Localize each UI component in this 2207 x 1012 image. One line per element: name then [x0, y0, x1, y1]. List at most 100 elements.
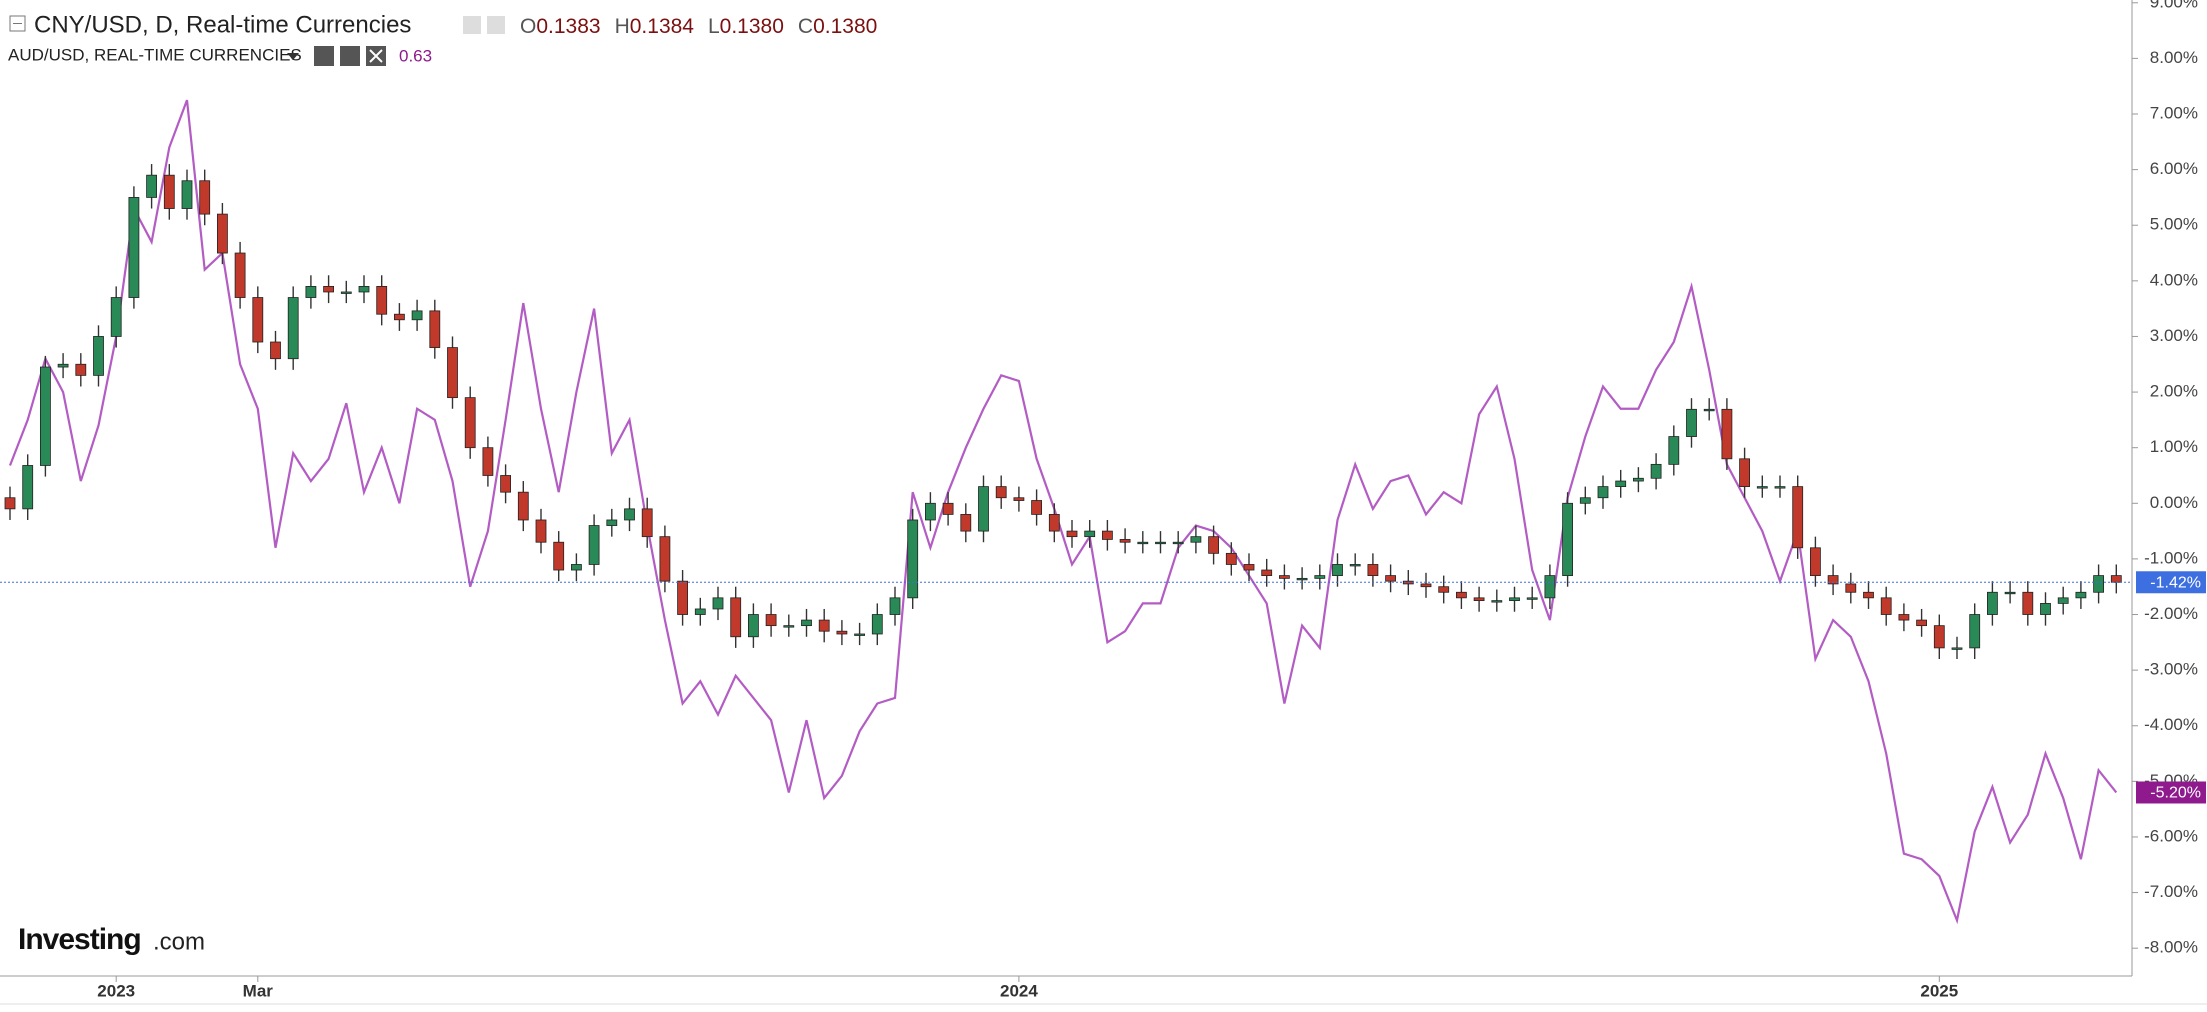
overlay-line	[8, 99, 2118, 925]
candle-body	[1155, 541, 1166, 545]
candle-body	[1774, 486, 1786, 489]
candle-body	[960, 514, 972, 532]
candle-body	[535, 519, 547, 543]
overlay-settings-icon[interactable]	[340, 46, 360, 66]
plot-area	[0, 99, 2132, 925]
candle-body	[2022, 591, 2034, 615]
candle-body	[234, 252, 246, 298]
candle-body	[765, 614, 777, 627]
candle-body	[907, 519, 919, 599]
overlay-value: 0.63	[399, 46, 432, 65]
logo-brand: Investing	[18, 923, 141, 956]
y-tick-label: 4.00%	[2150, 270, 2198, 289]
y-tick-label: -4.00%	[2144, 715, 2198, 734]
candle-body	[181, 180, 193, 209]
candle-body	[1810, 547, 1821, 576]
candle-body	[1279, 575, 1290, 579]
candle-body	[1243, 564, 1255, 571]
y-tick-label: -7.00%	[2144, 882, 2198, 901]
last-price-label: -1.42%	[2150, 574, 2201, 591]
candle-body	[801, 619, 812, 627]
overlay-last-label: -5.20%	[2150, 785, 2201, 802]
candle-body	[1456, 591, 1467, 599]
candle-body	[1420, 583, 1432, 588]
candle-body	[1686, 408, 1697, 437]
candle-body	[978, 486, 989, 532]
candle-body	[2004, 591, 2016, 595]
main-title: CNY/USD, D, Real-time Currencies	[34, 11, 411, 38]
candle-body	[836, 630, 848, 635]
candle-body	[1845, 583, 1857, 593]
candle-body	[1597, 486, 1609, 499]
y-tick-label: 6.00%	[2150, 159, 2198, 178]
candle-body	[712, 597, 724, 610]
y-tick-label: 8.00%	[2150, 48, 2198, 67]
candle-body	[2093, 575, 2105, 593]
candle-body	[1190, 536, 1202, 543]
candle-body	[216, 213, 228, 254]
candle-body	[1562, 502, 1573, 576]
candle-body	[429, 310, 441, 348]
candle-body	[2075, 591, 2087, 599]
candle-body	[1261, 569, 1273, 576]
overlay-last-badge	[2136, 781, 2206, 804]
candle-body	[482, 447, 494, 476]
candle-body	[340, 291, 352, 294]
y-tick-label: -6.00%	[2144, 826, 2198, 845]
y-tick-label: -8.00%	[2144, 938, 2198, 957]
candle-body	[1332, 564, 1343, 576]
y-tick-label: 1.00%	[2150, 437, 2198, 456]
candle-body	[93, 336, 104, 376]
ohlc-value: 0.1384	[630, 15, 695, 38]
candle-body	[1473, 597, 1485, 602]
y-tick-label: -3.00%	[2144, 660, 2198, 679]
ohlc-value: 0.1380	[720, 15, 784, 38]
x-tick-label: 2024	[1000, 981, 1038, 1000]
candle-body	[1314, 575, 1326, 579]
candle-body	[1880, 597, 1892, 615]
overlay-visibility-icon[interactable]	[314, 46, 334, 66]
candle-body	[1792, 486, 1804, 549]
candle-body	[4, 497, 16, 510]
ohlc-key: C	[798, 15, 813, 38]
ohlc-key: H	[615, 15, 630, 38]
candle-body	[925, 502, 936, 521]
candle-body	[942, 502, 954, 515]
candle-body	[2110, 575, 2122, 583]
candle-body	[110, 297, 122, 337]
ohlc-key: O	[520, 15, 536, 38]
candle-body	[571, 564, 582, 571]
candle-body	[358, 286, 370, 293]
candle-body	[252, 297, 264, 343]
ohlc-value: 0.1380	[813, 15, 877, 38]
collapse-icon[interactable]	[9, 15, 26, 32]
candle-body	[447, 347, 458, 399]
candle-body	[287, 297, 299, 360]
candle-body	[1969, 614, 1981, 649]
candle-body	[588, 525, 600, 565]
candle-body	[1172, 541, 1184, 545]
candle-body	[1987, 591, 1998, 615]
candle-body	[323, 286, 335, 293]
candle-body	[305, 286, 317, 298]
candle-body	[641, 508, 653, 538]
candle-body	[1048, 514, 1060, 532]
ohlc-readout: O0.1383 H0.1384 L0.1380 C0.1380	[520, 15, 877, 38]
candle-body	[1438, 586, 1450, 593]
x-tick-label: 2023	[97, 981, 135, 1000]
candle-body	[1898, 614, 1910, 621]
candle-body	[199, 180, 211, 215]
visibility-icon[interactable]	[463, 16, 481, 34]
candle-body	[1739, 458, 1750, 488]
candle-body	[995, 486, 1007, 499]
candle-body	[1367, 564, 1379, 576]
candle-body	[1951, 647, 1963, 650]
candle-body	[1526, 597, 1538, 600]
settings-icon[interactable]	[487, 16, 505, 34]
ohlc-key: L	[708, 15, 720, 38]
x-tick-label: Mar	[243, 981, 274, 1000]
overlay-dropdown[interactable]	[287, 53, 299, 60]
candle-body	[163, 174, 175, 209]
